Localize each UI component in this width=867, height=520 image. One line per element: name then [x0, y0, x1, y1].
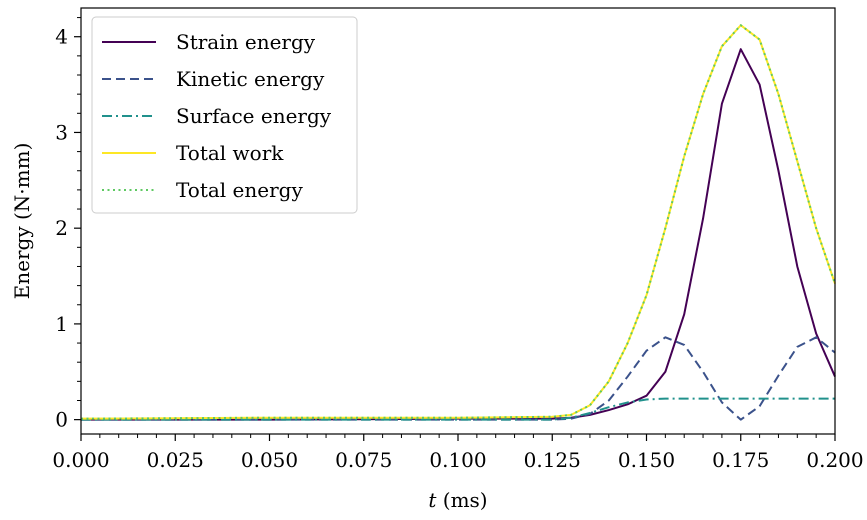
plot-lines	[80, 24, 836, 421]
legend-box	[91, 16, 358, 214]
series-line-2	[81, 397, 835, 421]
y-tick-label: 3	[55, 120, 68, 144]
legend-label-4: Total energy	[176, 178, 303, 202]
x-tick-label: 0.200	[806, 448, 863, 472]
x-tick-label: 0.025	[147, 448, 204, 472]
x-axis-label: t (ms)	[428, 488, 487, 512]
y-tick-label: 2	[55, 216, 68, 240]
legend-label-3: Total work	[176, 141, 284, 165]
series-line-1	[81, 336, 836, 421]
series-line-4	[80, 24, 836, 420]
x-tick-label: 0.050	[241, 448, 298, 472]
series-line-0	[81, 48, 836, 421]
axis-ticks: 0.000 0.025 0.050 0.075 0.100 0.125 0.150 0.175…	[52, 17, 864, 472]
legend-label-2: Surface energy	[176, 104, 332, 128]
y-tick-label: 1	[55, 312, 68, 336]
x-tick-label: 0.175	[712, 448, 769, 472]
legend: Strain energy Kinetic energy Surface energ…	[91, 16, 358, 214]
x-tick-label: 0.075	[335, 448, 392, 472]
x-tick-label: 0.150	[618, 448, 675, 472]
y-tick-label: 0	[55, 408, 68, 432]
y-tick-label: 4	[55, 25, 68, 49]
x-tick-label: 0.125	[524, 448, 581, 472]
x-axis-label-unit: (ms)	[436, 488, 487, 512]
x-axis-label-symbol: t	[428, 488, 437, 512]
legend-label-1: Kinetic energy	[176, 67, 325, 91]
x-tick-label: 0.100	[429, 448, 486, 472]
x-tick-label: 0.000	[52, 448, 109, 472]
legend-label-0: Strain energy	[176, 30, 316, 54]
y-axis-label: Energy (N·mm)	[10, 143, 34, 300]
